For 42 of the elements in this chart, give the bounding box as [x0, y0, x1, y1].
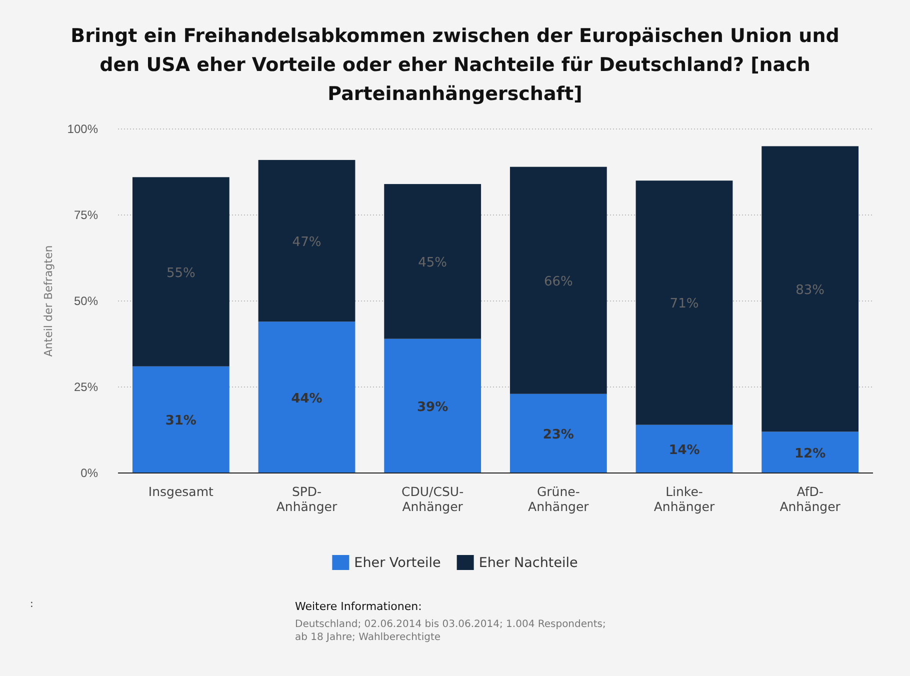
x-tick-label: Linke-Anhänger	[654, 484, 716, 514]
data-label: 71%	[670, 296, 699, 312]
data-label: 47%	[292, 234, 322, 250]
x-tick-label: Grüne-Anhänger	[528, 484, 590, 514]
bar	[762, 146, 859, 432]
chart-title: Bringt ein Freihandelsabkommen zwischen der Europäischen Union und den USA eher Vorteile oder eher Nachteile für Deutschland? [nach Parteinanhängerschaft]	[70, 25, 840, 105]
x-tick-label: CDU/CSU-Anhänger	[402, 484, 464, 514]
x-tick-label: SPD-Anhänger	[276, 484, 338, 514]
data-label: 45%	[418, 255, 448, 270]
bar	[762, 432, 859, 473]
data-label: 66%	[544, 274, 573, 290]
y-tick-label: 100%	[67, 122, 98, 136]
y-tick-label: 0%	[80, 466, 98, 480]
data-label: 83%	[796, 282, 825, 298]
x-tick-label: AfD-Anhänger	[780, 484, 842, 514]
bar	[132, 366, 230, 473]
y-tick-label: 50%	[74, 294, 98, 308]
bar	[258, 160, 356, 322]
data-label: 23%	[542, 427, 574, 442]
y-axis-title: Anteil der Befragten	[42, 245, 55, 357]
bar	[384, 338, 482, 473]
text: Deutschland; 02.06.2014 bis 03.06.2014; 1.004 Respondents; ab 18 Jahre; Wahlberechtigte	[295, 619, 606, 643]
bar	[132, 177, 230, 366]
bar	[510, 394, 607, 473]
text: Weitere Informationen:	[295, 600, 422, 613]
bar	[384, 184, 482, 339]
data-label: 14%	[668, 442, 700, 458]
data-label: 55%	[166, 266, 196, 281]
y-tick-label: 25%	[74, 380, 98, 394]
bar	[636, 180, 733, 425]
y-tick-label: 75%	[74, 208, 98, 222]
x-tick-label: Insgesamt	[148, 484, 214, 499]
data-label: 12%	[794, 446, 826, 462]
bar	[636, 424, 733, 473]
data-label: 39%	[417, 400, 448, 415]
data-label: 31%	[165, 414, 196, 429]
bar	[258, 322, 356, 473]
data-label: 44%	[291, 391, 322, 406]
text: :	[30, 599, 34, 610]
legend-label: Eher Vorteile	[354, 555, 441, 571]
legend-label: Eher Nachteile	[478, 555, 578, 571]
bar	[510, 166, 607, 394]
